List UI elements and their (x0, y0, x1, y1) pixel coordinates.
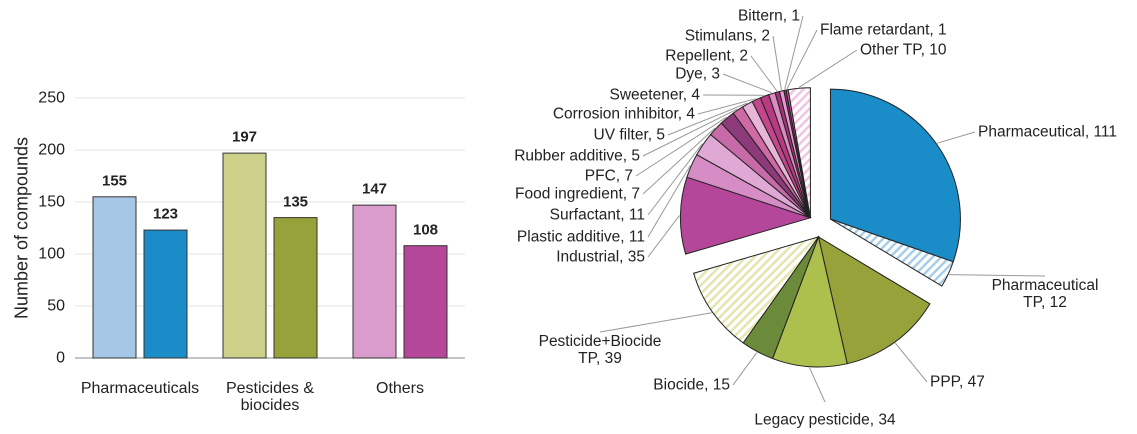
value-label: 108 (412, 221, 439, 239)
leader-line (642, 127, 716, 195)
y-tick-label: 150 (38, 193, 65, 211)
slice-label: Corrosion inhibitor, 4 (552, 105, 695, 123)
x-tick-label: Pharmaceuticals (80, 380, 200, 397)
leader-line (599, 312, 712, 333)
slice-label: Industrial, 35 (556, 248, 645, 266)
y-tick-label: 250 (38, 89, 65, 107)
leader-line (784, 15, 804, 90)
slice-label: Food ingredient, 7 (515, 185, 640, 203)
bar (273, 217, 318, 359)
slice-label: Flame retardant, 1 (820, 21, 947, 39)
y-axis-label: Number of compounds (11, 136, 32, 320)
leader-line (786, 29, 818, 90)
leader-line (647, 165, 691, 238)
slice-label: Plastic additive, 11 (516, 228, 645, 246)
slice-label: Repellent, 2 (665, 47, 748, 65)
leader-line (635, 116, 727, 177)
slice-label: Pharmaceutical TP, 12 (991, 277, 1099, 311)
slice-label: Dye, 3 (675, 65, 720, 83)
leader-line (667, 102, 748, 136)
x-tick-label: Pesticides & biocides (225, 380, 315, 414)
slice-label: Pharmaceutical, 111 (978, 123, 1118, 141)
leader-line (894, 342, 928, 383)
leader-line (697, 98, 757, 115)
leader-line (937, 131, 976, 144)
bar (403, 245, 448, 359)
leader-line (949, 274, 1046, 277)
leader-line (642, 108, 738, 157)
bar (143, 229, 188, 359)
bar (92, 196, 137, 359)
leader-line (809, 367, 826, 403)
value-label: 197 (231, 128, 258, 146)
y-tick-label: 50 (47, 297, 65, 315)
leader-line (750, 55, 778, 92)
slice-label: Biocide, 15 (653, 376, 730, 394)
slice-label: Rubber additive, 5 (514, 147, 640, 165)
pie-slice (829, 88, 961, 263)
pie-slice (787, 87, 811, 218)
pie-slice (830, 218, 954, 287)
leader-line (798, 49, 858, 88)
slice-label: Other TP, 10 (860, 41, 947, 59)
slice-label: PPP, 47 (930, 373, 985, 391)
y-tick-label: 100 (38, 245, 65, 263)
pie-slice (817, 235, 931, 365)
value-label: 147 (361, 180, 388, 198)
y-tick-label: 200 (38, 141, 65, 159)
slice-label: UV filter, 5 (593, 126, 666, 144)
leader-line (647, 143, 703, 216)
value-label: 123 (152, 205, 179, 223)
bar (222, 152, 267, 359)
leader-line (732, 352, 758, 386)
slice-label: Bittern, 1 (737, 7, 800, 25)
x-tick-label: Others (375, 380, 425, 397)
slice-label: Stimulans, 2 (684, 27, 770, 45)
value-label: 155 (101, 172, 128, 190)
slice-label: Pesticide+Biocide TP, 39 (538, 333, 662, 367)
bar (352, 204, 397, 359)
value-label: 135 (282, 193, 309, 211)
slice-label: Surfactant, 11 (549, 206, 645, 224)
pie-slice (693, 236, 820, 344)
slice-label: Legacy pesticide, 34 (754, 411, 896, 429)
leader-line (647, 215, 680, 258)
slice-label: Sweetener, 4 (609, 86, 700, 104)
leader-line (722, 73, 772, 94)
y-tick-label: 0 (56, 349, 65, 367)
pie-slice (679, 176, 813, 255)
slice-label: PFC, 7 (584, 167, 633, 185)
leader-line (772, 35, 782, 91)
